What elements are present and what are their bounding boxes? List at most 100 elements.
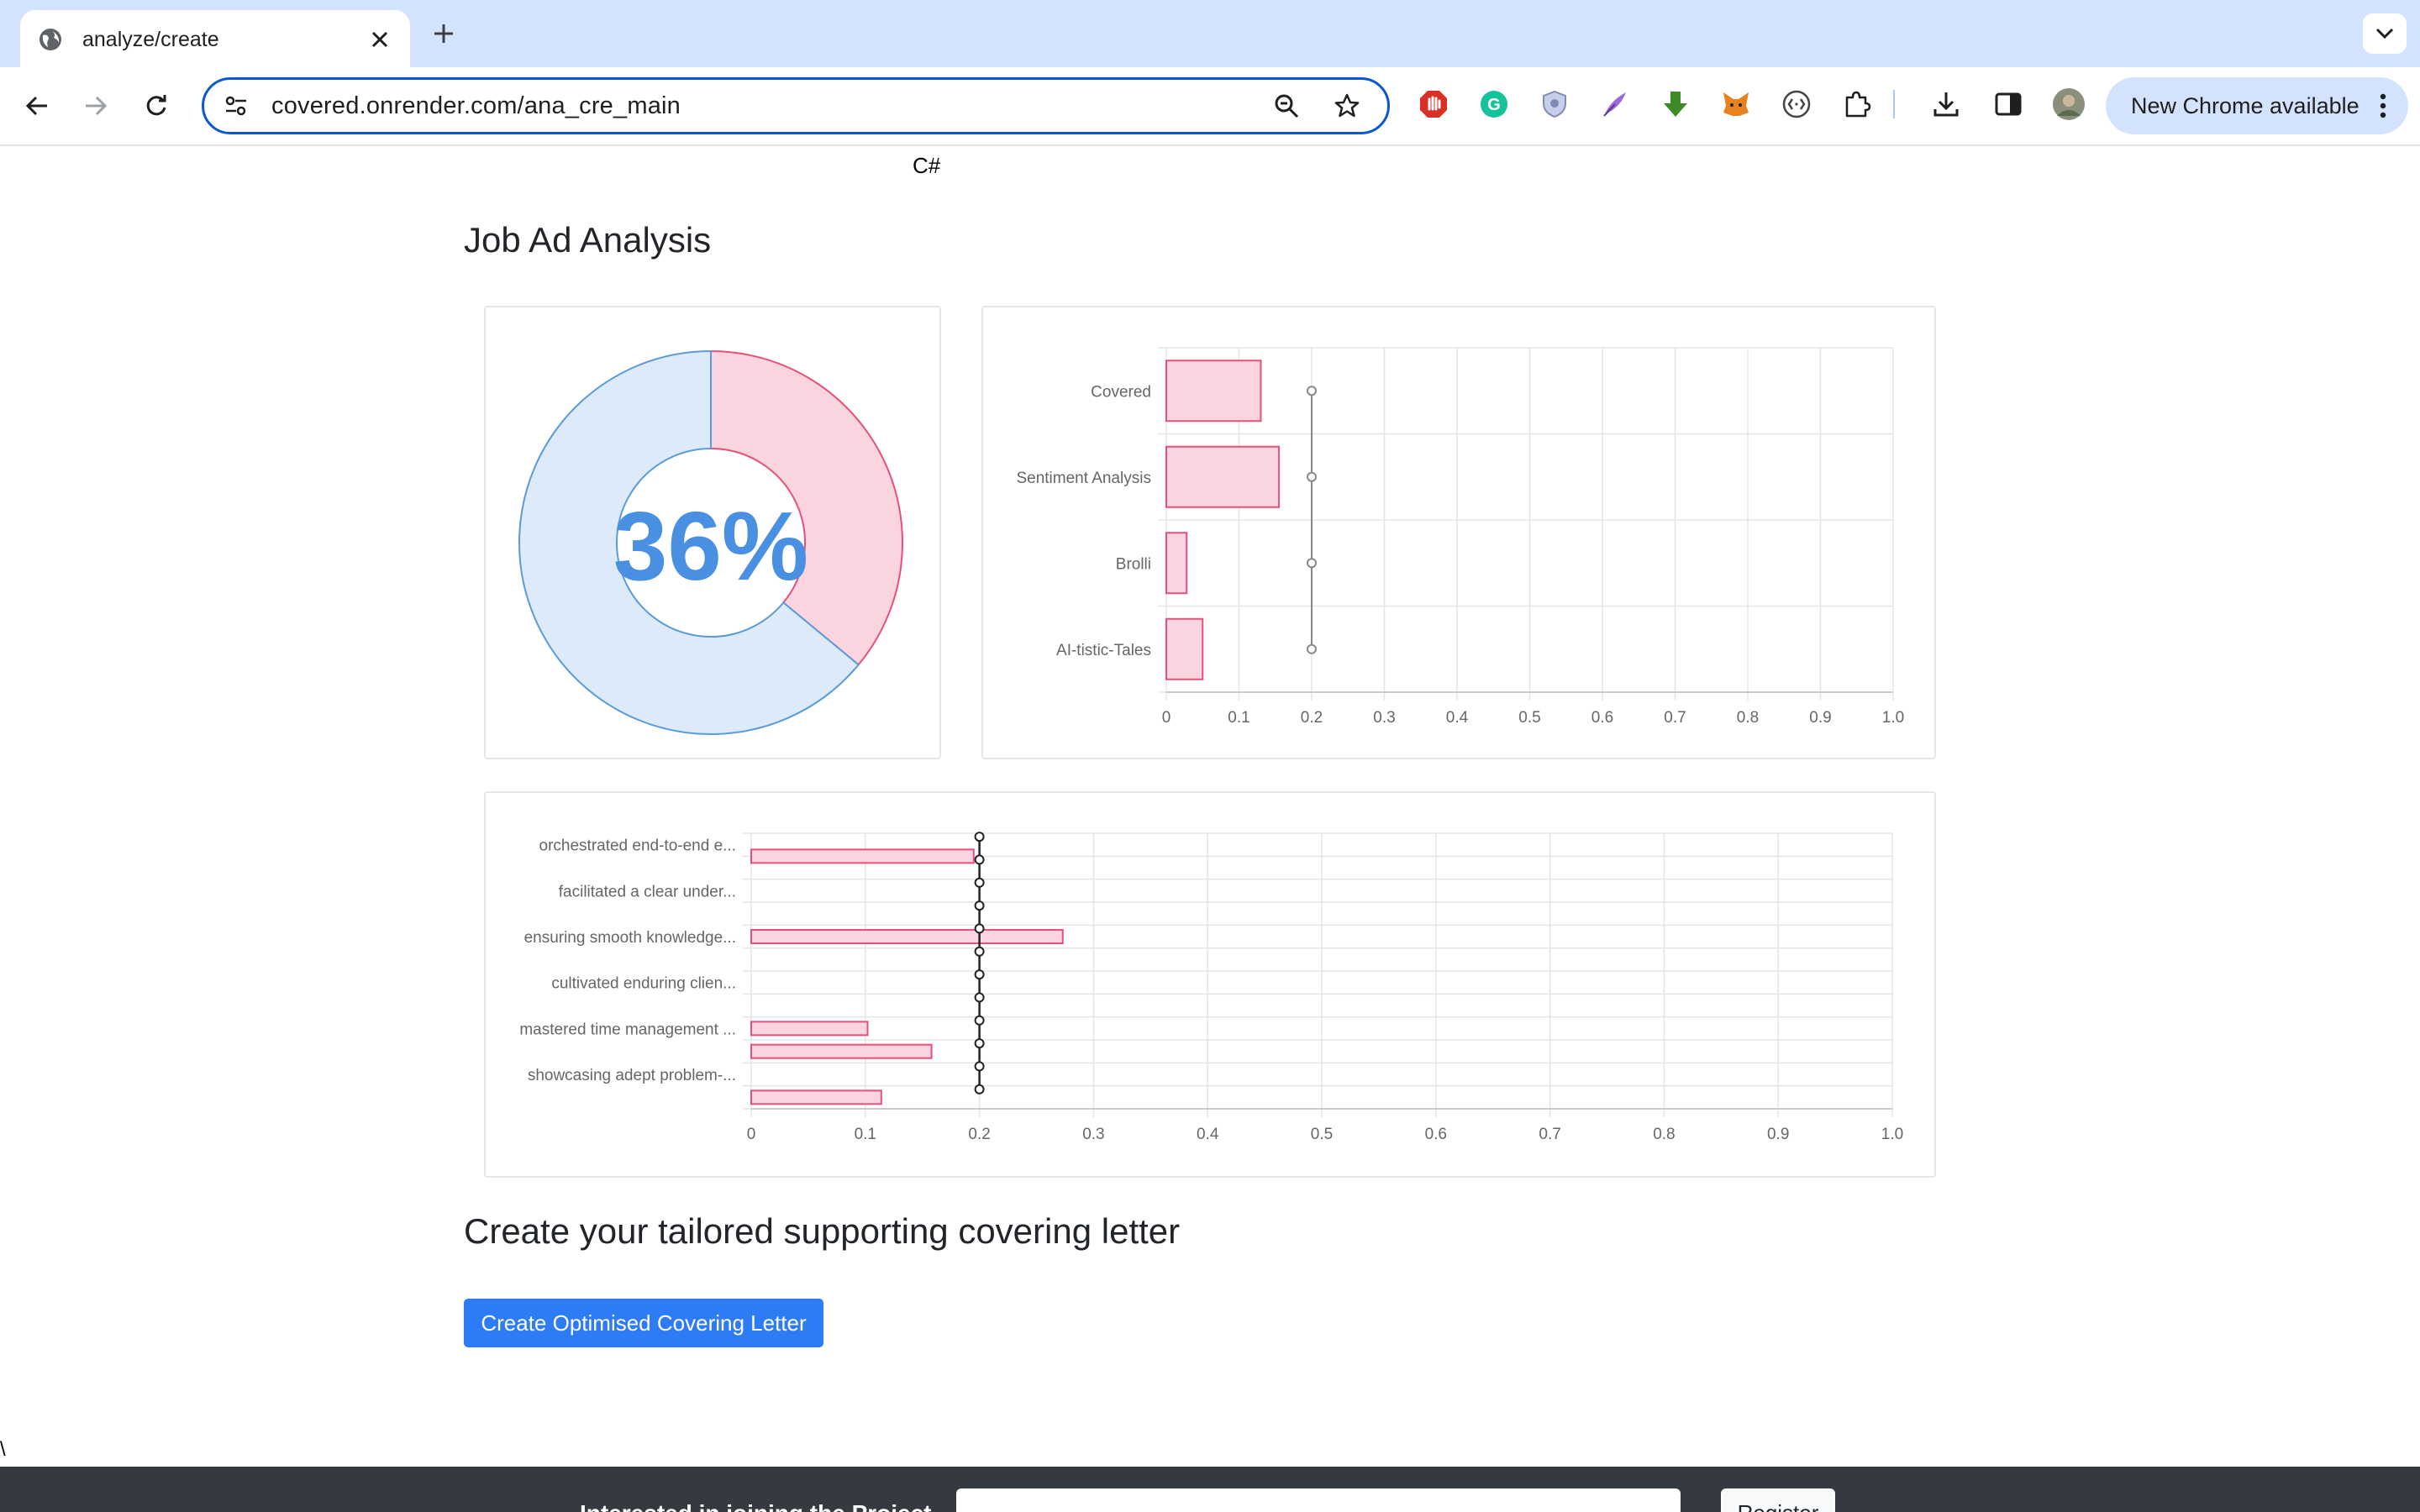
y-category-label: AI-tistic-Tales	[1056, 642, 1151, 659]
reference-point	[974, 854, 985, 865]
reference-point	[974, 946, 985, 957]
forward-button[interactable]	[76, 86, 116, 126]
reference-point	[974, 832, 985, 843]
close-tab-icon[interactable]	[365, 24, 395, 55]
y-category-label: orchestrated end-to-end e...	[539, 837, 736, 855]
x-tick-label: 0.9	[1767, 1126, 1789, 1143]
tab-title: analyze/create	[82, 27, 219, 51]
footer-text: Interested in joining the Project	[580, 1500, 932, 1512]
fox-wallet-icon[interactable]	[1719, 87, 1753, 121]
zoom-icon[interactable]	[1266, 86, 1307, 126]
reference-point	[974, 1084, 985, 1095]
create-covering-letter-button[interactable]: Create Optimised Covering Letter	[464, 1299, 823, 1347]
bar	[750, 1043, 933, 1059]
reload-button[interactable]	[136, 86, 176, 126]
x-tick-label: 0.7	[1664, 709, 1686, 727]
y-category-label: facilitated a clear under...	[559, 883, 736, 900]
browser-tab[interactable]: analyze/create	[20, 10, 410, 69]
bookmark-star-icon[interactable]	[1327, 86, 1367, 126]
tab-search-button[interactable]	[2363, 13, 2407, 54]
reference-point	[974, 877, 985, 888]
bar	[1165, 617, 1204, 680]
y-category-label: ensuring smooth knowledge...	[524, 929, 736, 947]
update-button-label: New Chrome available	[2131, 92, 2360, 118]
globe-icon	[37, 26, 64, 53]
grammarly-icon[interactable]: G	[1477, 87, 1511, 121]
footer: Interested in joining the Project Regist…	[0, 1467, 2420, 1512]
x-tick-label: 0.8	[1737, 709, 1759, 727]
reference-point	[1307, 386, 1317, 396]
x-tick-label: 0.4	[1197, 1126, 1219, 1143]
page-title: Job Ad Analysis	[464, 220, 712, 260]
x-tick-label: 0.8	[1653, 1126, 1675, 1143]
back-button[interactable]	[17, 86, 57, 126]
arrow-left-icon	[25, 96, 47, 116]
code-brackets-extension-icon[interactable]	[1780, 87, 1813, 121]
x-tick-label: 0.5	[1518, 709, 1540, 727]
footer-email-input[interactable]	[956, 1488, 1681, 1512]
page-content: C# Job Ad Analysis 36% 0 0.1 0.2 0.3 0.4 0.5 0…	[0, 146, 2420, 1512]
reference-point	[1307, 643, 1317, 654]
reference-point	[974, 1061, 985, 1072]
x-tick-label: 0	[1162, 709, 1171, 727]
profile-avatar[interactable]	[2052, 87, 2086, 121]
adblock-icon[interactable]	[1417, 87, 1450, 121]
shield-extension-icon[interactable]	[1538, 87, 1571, 121]
bar	[1165, 532, 1188, 595]
side-panel-icon[interactable]	[1991, 87, 2025, 121]
reference-point	[974, 1015, 985, 1026]
downloads-icon[interactable]	[1929, 87, 1963, 121]
x-tick-label: 0.1	[1228, 709, 1249, 727]
new-chrome-available-button[interactable]: New Chrome available	[2106, 77, 2408, 134]
y-category-label: Brolli	[1116, 555, 1151, 573]
x-tick-label: 0.2	[1301, 709, 1323, 727]
doughnut-chart: 36%	[518, 349, 903, 735]
puzzle-extensions-icon[interactable]	[1840, 87, 1874, 121]
svg-text:G: G	[1487, 96, 1501, 114]
bar	[750, 1021, 869, 1037]
quill-extension-icon[interactable]	[1598, 87, 1632, 121]
x-tick-label: 0.1	[855, 1126, 876, 1143]
doughnut-chart-card: 36%	[484, 306, 941, 759]
reference-point	[974, 900, 985, 911]
x-tick-label: 0.3	[1373, 709, 1395, 727]
doughnut-slice	[710, 349, 903, 666]
y-category-label: showcasing adept problem-...	[528, 1067, 736, 1084]
skill-tag: C#	[913, 153, 941, 178]
register-button[interactable]: Register	[1721, 1488, 1835, 1512]
address-bar[interactable]: covered.onrender.com/ana_cre_main	[202, 77, 1390, 134]
x-tick-label: 0.3	[1082, 1126, 1104, 1143]
x-tick-label: 0.6	[1591, 709, 1613, 727]
reference-point	[974, 969, 985, 980]
bar	[750, 1089, 882, 1105]
x-tick-label: 0.4	[1446, 709, 1469, 727]
bar	[750, 848, 975, 864]
create-letter-heading: Create your tailored supporting covering…	[464, 1211, 1181, 1251]
projects-bar-chart: 0 0.1 0.2 0.3 0.4 0.5 0.6 0.7 0.8 0.9 1.0 Covered Se…	[1016, 347, 1904, 727]
y-category-label: Sentiment Analysis	[1016, 470, 1151, 487]
tab-bar: analyze/create	[0, 0, 2420, 69]
x-tick-label: 0.9	[1809, 709, 1831, 727]
reference-point	[974, 992, 985, 1003]
browser-toolbar: covered.onrender.com/ana_cre_main G	[0, 67, 2420, 146]
achievements-bar-chart-card: 0 0.1 0.2 0.3 0.4 0.5 0.6 0.7 0.8 0.9 1.0 orchestra…	[484, 791, 1936, 1178]
x-tick-label: 0.5	[1311, 1126, 1333, 1143]
new-tab-button[interactable]	[427, 17, 460, 50]
x-tick-label: 0	[747, 1126, 756, 1143]
url-text[interactable]: covered.onrender.com/ana_cre_main	[271, 92, 681, 119]
chevron-down-icon	[2375, 28, 2394, 39]
achievements-bar-chart: 0 0.1 0.2 0.3 0.4 0.5 0.6 0.7 0.8 0.9 1.0 orchestra…	[519, 832, 1903, 1143]
site-settings-icon[interactable]	[219, 96, 253, 116]
download-arrow-extension-icon[interactable]	[1659, 87, 1692, 121]
bar	[750, 929, 1064, 944]
projects-bar-chart-card: 0 0.1 0.2 0.3 0.4 0.5 0.6 0.7 0.8 0.9 1.0 Covered Se…	[981, 306, 1936, 759]
reference-point	[974, 923, 985, 934]
x-tick-label: 1.0	[1881, 1126, 1903, 1143]
x-tick-label: 0.7	[1539, 1126, 1560, 1143]
more-vertical-icon[interactable]	[2366, 89, 2400, 123]
reference-point	[974, 1038, 985, 1049]
x-tick-label: 0.2	[968, 1126, 990, 1143]
y-category-label: mastered time management ...	[519, 1021, 736, 1038]
stray-text: \	[0, 1438, 6, 1461]
bar	[1165, 445, 1281, 508]
